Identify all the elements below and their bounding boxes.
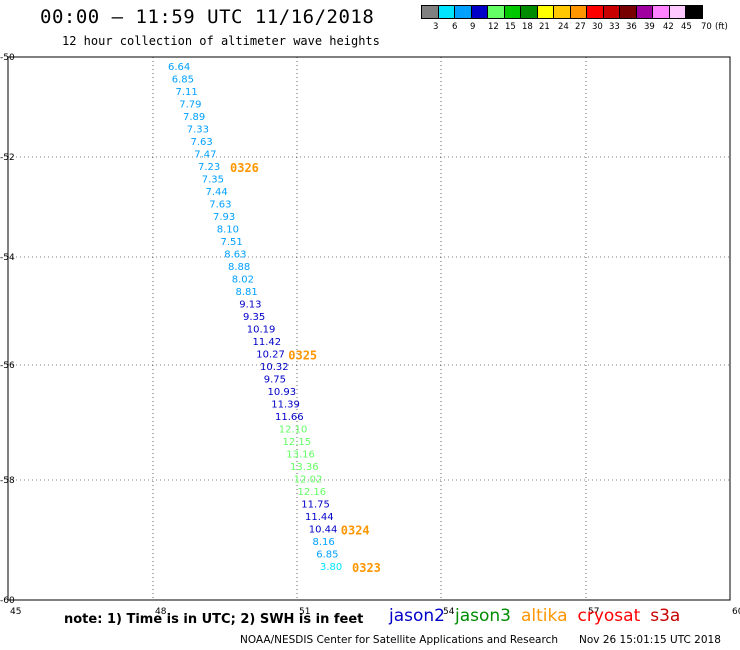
map-subtitle: 12 hour collection of altimeter wave hei… xyxy=(62,34,380,48)
x-tick-label: 60 xyxy=(732,607,740,617)
wave-height-label: 12.02 xyxy=(294,475,323,486)
wave-height-label: 7.23 xyxy=(198,162,220,173)
legend-swatch xyxy=(685,5,703,19)
satellite-name: cryosat xyxy=(577,606,641,626)
legend-label: 9 xyxy=(470,22,476,32)
wave-height-label: 8.63 xyxy=(224,250,246,261)
legend-label: 27 xyxy=(575,22,586,32)
y-tick-label: -52 xyxy=(0,153,15,163)
legend-label: 36 xyxy=(626,22,637,32)
wave-height-label: 12.16 xyxy=(298,487,327,498)
wave-height-label: 8.02 xyxy=(232,275,254,286)
legend-label: 15 xyxy=(505,22,516,32)
wave-height-label: 13.16 xyxy=(286,450,315,461)
time-stamp-label: 0326 xyxy=(230,161,259,175)
wave-height-label: 10.44 xyxy=(309,525,338,536)
y-tick-label: -54 xyxy=(0,253,15,263)
color-scale-legend xyxy=(421,5,703,19)
wave-height-label: 8.10 xyxy=(217,225,239,236)
wave-height-label: 10.93 xyxy=(268,387,297,398)
wave-height-label: 7.35 xyxy=(202,175,224,186)
satellite-legend: jason2 jason3 altika cryosat s3a xyxy=(389,606,690,626)
wave-height-label: 8.81 xyxy=(236,287,258,298)
legend-label: 21 xyxy=(539,22,550,32)
legend-label: 6 xyxy=(452,22,458,32)
footer-timestamp: Nov 26 15:01:15 UTC 2018 xyxy=(579,634,721,646)
wave-height-label: 7.63 xyxy=(209,200,231,211)
wave-height-label: 7.33 xyxy=(187,125,209,136)
wave-height-label: 7.11 xyxy=(176,87,198,98)
wave-height-label: 11.66 xyxy=(275,412,304,423)
map-title: 00:00 – 11:59 UTC 11/16/2018 xyxy=(40,6,375,28)
legend-label: 18 xyxy=(522,22,533,32)
legend-label: 45 xyxy=(681,22,692,32)
wave-height-label: 8.16 xyxy=(313,537,335,548)
color-scale-labels: 3 6 9 12 15 18 21 24 27 30 33 36 39 42 45 70 (ft) xyxy=(425,22,740,36)
legend-label: 30 xyxy=(592,22,603,32)
x-tick-label: 54 xyxy=(443,607,455,617)
legend-label: 33 xyxy=(609,22,620,32)
legend-label: 12 xyxy=(488,22,499,32)
x-tick-label: 45 xyxy=(10,607,21,617)
legend-label: 42 xyxy=(663,22,674,32)
wave-height-label: 10.27 xyxy=(256,350,285,361)
x-tick-label: 51 xyxy=(299,607,310,617)
wave-height-label: 9.75 xyxy=(264,375,286,386)
y-tick-label: -60 xyxy=(0,596,15,606)
legend-label: 70 xyxy=(701,22,712,32)
wave-height-label: 13.36 xyxy=(290,462,319,473)
x-tick-label: 48 xyxy=(155,607,167,617)
wave-height-label: 7.79 xyxy=(179,100,201,111)
wave-height-label: 6.64 xyxy=(168,62,190,73)
wave-height-label: 9.35 xyxy=(243,312,265,323)
satellite-name: altika xyxy=(521,606,568,626)
y-tick-label: -50 xyxy=(0,53,15,63)
legend-label: 3 xyxy=(433,22,439,32)
wave-height-label: 12.15 xyxy=(283,437,312,448)
wave-height-label: 7.44 xyxy=(206,187,228,198)
wave-height-label: 11.42 xyxy=(253,337,282,348)
y-tick-label: -58 xyxy=(0,476,15,486)
wave-height-label: 7.63 xyxy=(191,137,213,148)
wave-height-label: 7.51 xyxy=(221,237,243,248)
satellite-name: jason3 xyxy=(455,606,511,626)
footer-credit: NOAA/NESDIS Center for Satellite Applica… xyxy=(240,634,558,646)
x-tick-label: 57 xyxy=(588,607,599,617)
wave-height-label: 11.75 xyxy=(301,500,330,511)
wave-height-label: 7.89 xyxy=(183,112,205,123)
time-stamp-label: 0325 xyxy=(288,349,317,363)
satellite-name: s3a xyxy=(650,606,681,626)
time-stamp-label: 0323 xyxy=(352,561,381,575)
legend-label: 24 xyxy=(558,22,569,32)
wave-height-label: 10.32 xyxy=(260,362,289,373)
y-tick-label: -56 xyxy=(0,361,15,371)
map-frame xyxy=(7,56,731,601)
wave-height-label: 6.85 xyxy=(172,75,194,86)
note-text: note: 1) Time is in UTC; 2) SWH is in fe… xyxy=(64,612,364,627)
wave-height-label: 3.80 xyxy=(320,562,342,573)
wave-height-label: 6.85 xyxy=(316,550,338,561)
wave-height-label: 9.13 xyxy=(239,300,261,311)
wave-height-label: 12.10 xyxy=(279,425,308,436)
wave-height-label: 7.93 xyxy=(213,212,235,223)
wave-height-label: 8.88 xyxy=(228,262,250,273)
wave-height-label: 7.47 xyxy=(194,150,216,161)
satellite-name: jason2 xyxy=(389,606,445,626)
wave-height-label: 11.39 xyxy=(271,400,300,411)
wave-height-label: 10.19 xyxy=(247,325,276,336)
time-stamp-label: 0324 xyxy=(341,524,370,538)
wave-height-label: 11.44 xyxy=(305,512,334,523)
legend-label: 39 xyxy=(644,22,655,32)
legend-label: (ft) xyxy=(715,22,728,32)
